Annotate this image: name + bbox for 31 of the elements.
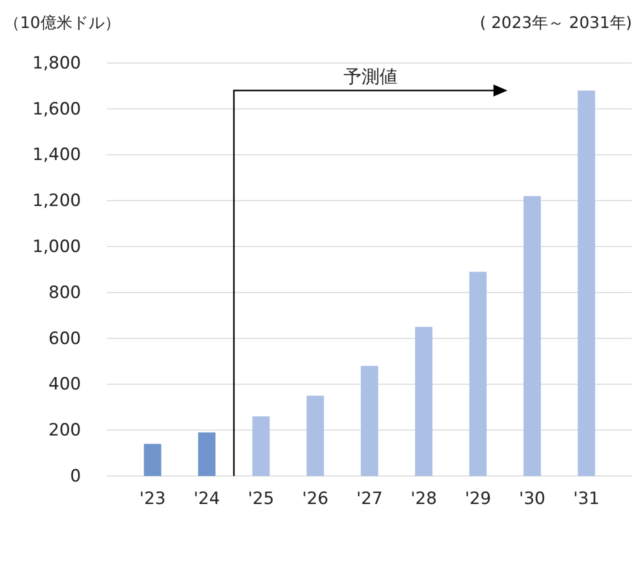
x-tick-label: '26 [302,489,328,510]
x-tick-label: '24 [194,489,220,510]
bar [252,416,270,476]
y-tick-label: 200 [48,420,81,441]
x-tick-label: '28 [410,489,437,510]
y-tick-label: 1,000 [32,236,81,257]
y-tick-label: 400 [48,374,81,395]
bar [415,326,432,476]
x-tick-label: '25 [248,489,274,510]
y-axis-title: （10億米ドル） [4,13,120,32]
x-tick-label: '31 [573,489,600,510]
y-tick-label: 800 [48,282,81,303]
x-tick-label: '29 [464,489,492,510]
x-tick-label: '23 [139,489,166,510]
bar [306,396,324,476]
chart-subtitle: ( 2023年～ 2031年) [480,13,632,32]
bar [578,90,596,476]
y-tick-label: 1,600 [32,99,81,120]
y-tick-label: 600 [48,328,81,349]
bar [469,272,487,476]
x-tick-label: '30 [519,489,546,510]
annotation: 予測値 [344,66,398,88]
y-tick-label: 1,400 [32,145,81,166]
y-tick-label: 1,800 [32,53,81,74]
y-tick-label: 0 [70,466,81,486]
bar [524,196,541,476]
bar [198,432,216,476]
bar [144,444,162,476]
y-tick-label: 1,200 [32,191,81,212]
x-tick-label: '27 [356,489,383,510]
bar [360,366,378,476]
